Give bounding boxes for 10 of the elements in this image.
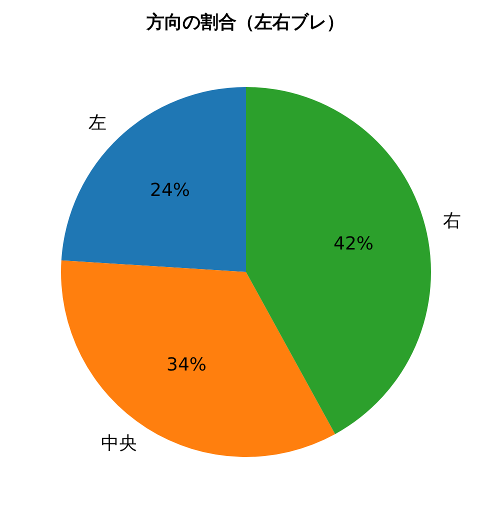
chart-title: 方向の割合（左右ブレ） — [146, 12, 344, 33]
slice-label: 右 — [443, 210, 462, 232]
data-label: 34% — [166, 354, 207, 376]
slice-label: 左 — [88, 112, 107, 134]
slice-label: 中央 — [100, 432, 137, 454]
pie-slice — [61, 260, 336, 457]
data-label: 42% — [334, 233, 374, 254]
pie-slice — [246, 87, 431, 434]
pie-slice — [61, 87, 246, 272]
data-label: 24% — [150, 180, 190, 202]
